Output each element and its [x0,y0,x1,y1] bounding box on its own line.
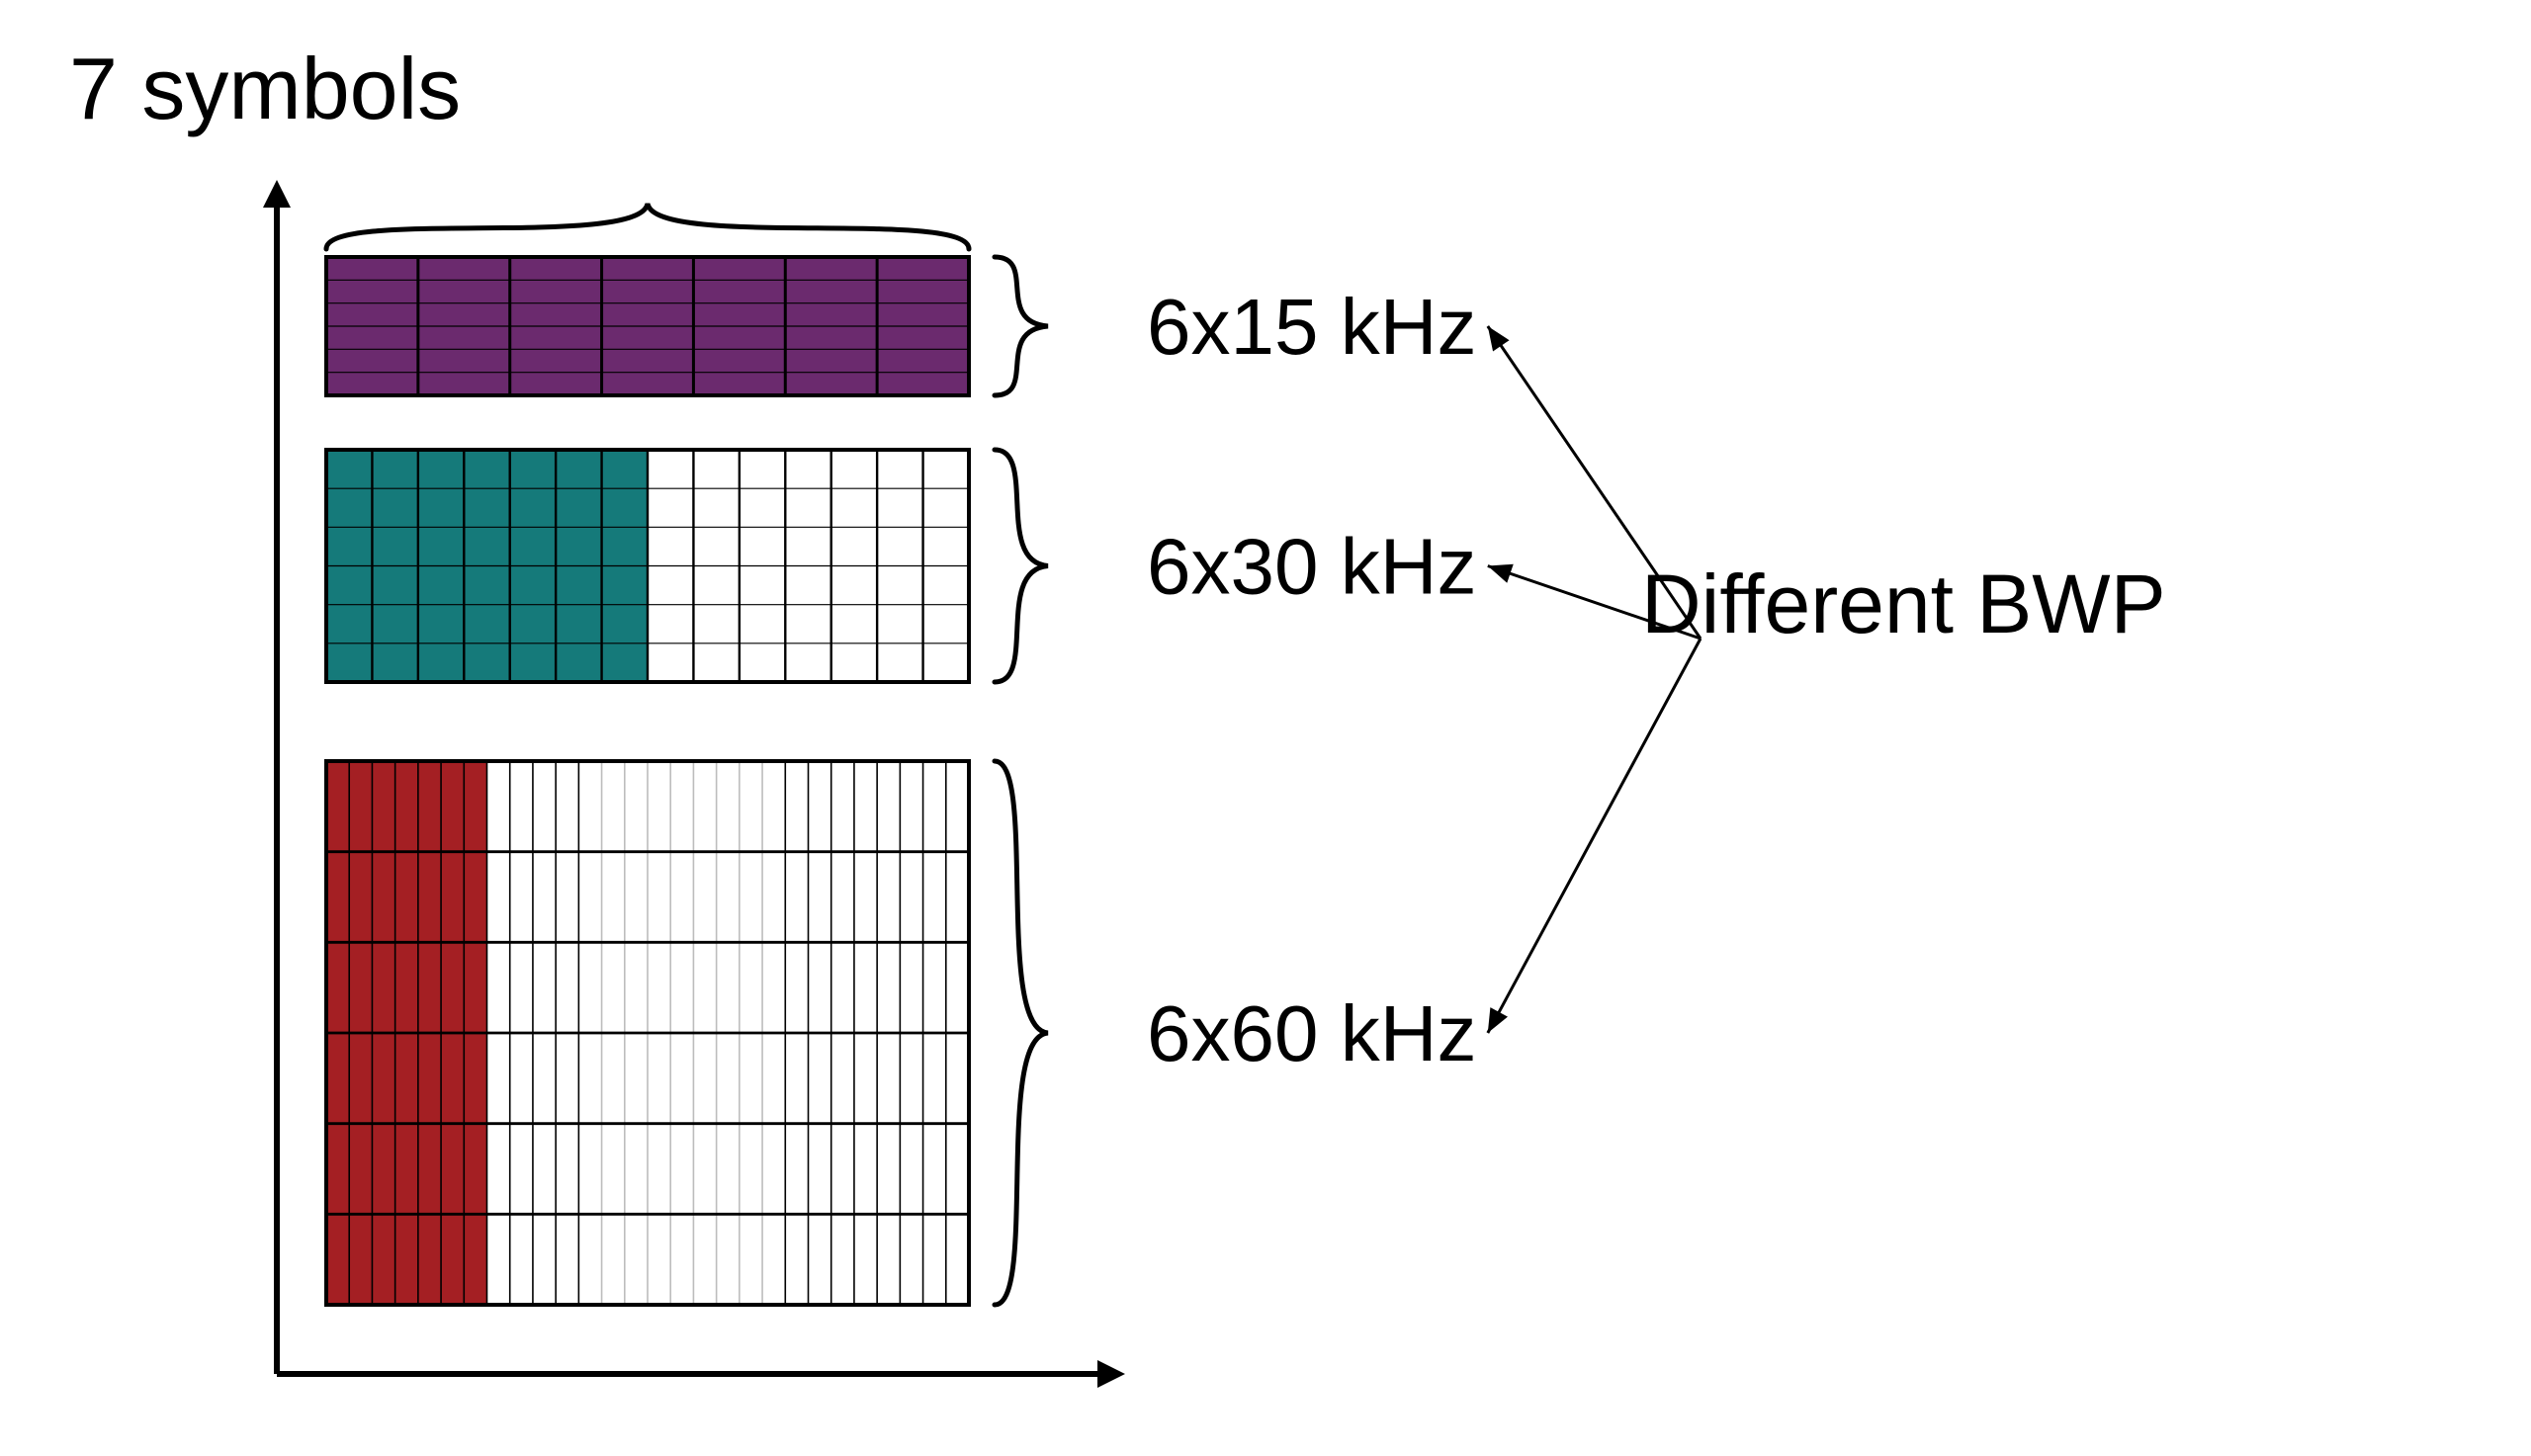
block-label: 6x60 kHz [1147,989,1476,1077]
bwp-arrow-line [1488,326,1701,639]
grid-block-b30: 6x30 kHz [326,450,1476,682]
grid-block-b15: 6x15 kHz [326,257,1476,395]
grid-block-b60: 6x60 kHz [326,761,1476,1305]
bwp-label: Different BWP [1641,557,2166,650]
x-axis-arrow-icon [1097,1360,1125,1388]
bwp-arrowhead-icon [1488,564,1514,583]
y-axis-arrow-icon [263,180,291,208]
block-label: 6x15 kHz [1147,283,1476,371]
top-brace-icon [326,204,969,249]
bwp-arrow-line [1488,639,1701,1033]
page-title: 7 symbols [69,40,461,137]
bwp-arrowhead-icon [1488,1007,1508,1033]
brace-icon [995,450,1048,682]
brace-icon [995,761,1048,1305]
bwp-arrowhead-icon [1488,326,1510,351]
block-label: 6x30 kHz [1147,523,1476,611]
brace-icon [995,257,1048,395]
